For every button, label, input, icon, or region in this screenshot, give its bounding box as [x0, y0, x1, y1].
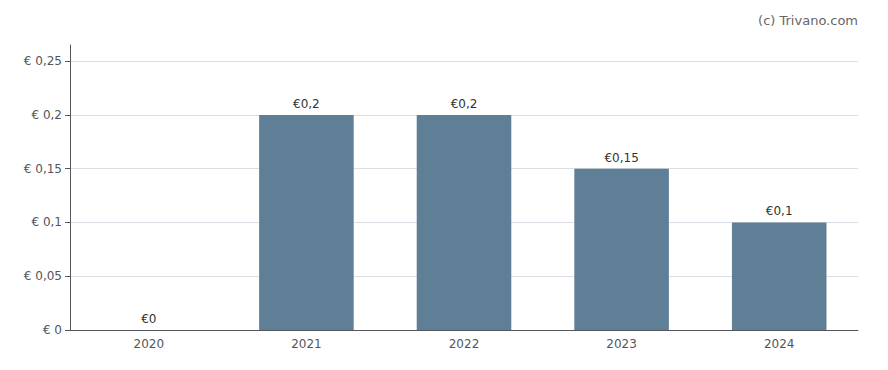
- svg-text:€ 0,1: € 0,1: [31, 215, 62, 229]
- svg-text:€0: €0: [141, 312, 156, 326]
- svg-text:2021: 2021: [291, 337, 322, 351]
- svg-text:2022: 2022: [449, 337, 480, 351]
- svg-text:€ 0,25: € 0,25: [24, 54, 62, 68]
- svg-text:€0,1: €0,1: [766, 204, 793, 218]
- svg-text:(c) Trivano.com: (c) Trivano.com: [758, 13, 858, 28]
- svg-text:€0,2: €0,2: [293, 97, 320, 111]
- svg-text:€ 0: € 0: [43, 323, 62, 337]
- svg-text:€0,15: €0,15: [604, 151, 638, 165]
- svg-text:€ 0,2: € 0,2: [31, 108, 62, 122]
- svg-text:2023: 2023: [606, 337, 637, 351]
- svg-text:2020: 2020: [134, 337, 165, 351]
- svg-text:2024: 2024: [764, 337, 795, 351]
- svg-text:€ 0,05: € 0,05: [24, 269, 62, 283]
- svg-text:€0,2: €0,2: [451, 97, 478, 111]
- svg-text:€ 0,15: € 0,15: [24, 162, 62, 176]
